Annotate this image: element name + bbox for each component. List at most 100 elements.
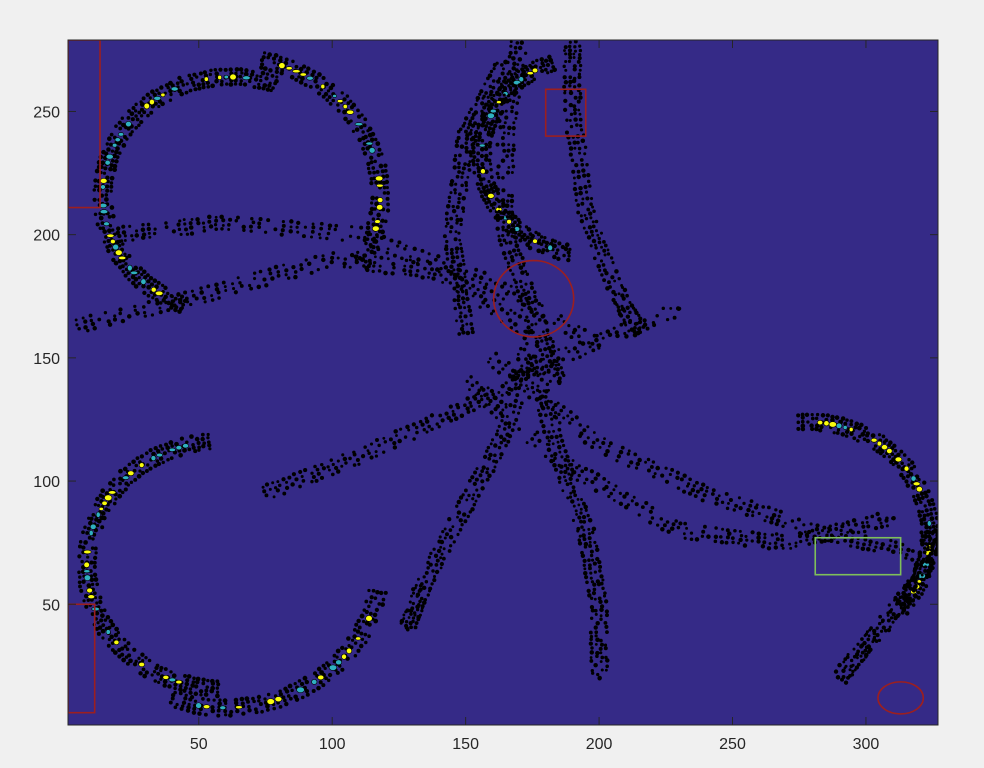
ring-dot bbox=[153, 445, 158, 451]
ring-highlight bbox=[487, 193, 495, 199]
ring-dot bbox=[118, 151, 122, 155]
streak-dot bbox=[231, 282, 235, 286]
streak-dot bbox=[781, 524, 785, 529]
ring-dot bbox=[92, 572, 98, 578]
streak-dot bbox=[887, 603, 891, 607]
streak-dot bbox=[501, 234, 505, 238]
streak-dot bbox=[414, 583, 418, 587]
streak-dot bbox=[637, 457, 642, 463]
streak-dot bbox=[624, 323, 628, 327]
streak-dot bbox=[500, 419, 504, 423]
ring-dot bbox=[922, 513, 927, 518]
streak-dot bbox=[599, 614, 603, 618]
ring-dot bbox=[198, 71, 203, 76]
ring-dot bbox=[86, 598, 91, 603]
streak-dot bbox=[386, 247, 390, 251]
streak-dot bbox=[461, 493, 465, 497]
streak-dot bbox=[426, 593, 430, 597]
streak-dot bbox=[141, 305, 146, 309]
streak-dot bbox=[464, 141, 468, 145]
streak-dot bbox=[340, 464, 344, 468]
ring-dot bbox=[865, 438, 871, 444]
streak-dot bbox=[506, 360, 511, 365]
ring-dot bbox=[369, 600, 373, 604]
streak-dot bbox=[542, 330, 545, 334]
streak-dot bbox=[557, 475, 562, 480]
streak-dot bbox=[482, 405, 486, 409]
streak-dot bbox=[177, 227, 182, 232]
ring-dot bbox=[367, 170, 372, 175]
streak-dot bbox=[329, 259, 334, 265]
streak-dot bbox=[262, 277, 267, 282]
ring-dot bbox=[133, 477, 138, 482]
ring-dot bbox=[832, 431, 836, 435]
streak-dot bbox=[403, 264, 407, 268]
streak-dot bbox=[422, 428, 426, 432]
ring-dot bbox=[304, 679, 310, 685]
streak-dot bbox=[578, 185, 583, 191]
streak-dot bbox=[810, 528, 815, 533]
ring-dot bbox=[142, 673, 147, 679]
streak-dot bbox=[509, 308, 513, 312]
streak-dot bbox=[455, 205, 460, 210]
streak-dot bbox=[572, 140, 577, 145]
ring-dot bbox=[502, 220, 506, 224]
ring-dot bbox=[81, 530, 85, 535]
ring-dot bbox=[157, 104, 161, 109]
streak-dot bbox=[529, 281, 534, 286]
ring-dot bbox=[106, 643, 111, 648]
streak-dot bbox=[597, 559, 602, 565]
streak-dot bbox=[489, 89, 494, 95]
streak-dot bbox=[567, 141, 572, 146]
ring-dot bbox=[288, 696, 293, 701]
streak-dot bbox=[258, 217, 263, 222]
ring-dot bbox=[208, 72, 213, 77]
ring-dot bbox=[281, 695, 286, 700]
streak-dot bbox=[717, 494, 721, 498]
streak-dot bbox=[336, 256, 340, 260]
x-tick-label: 100 bbox=[319, 736, 346, 753]
streak-dot bbox=[760, 544, 766, 549]
streak-dot bbox=[273, 227, 278, 232]
ring-dot bbox=[540, 69, 545, 74]
streak-dot bbox=[518, 265, 524, 270]
ring-dot bbox=[356, 108, 360, 113]
ring-dot bbox=[201, 85, 206, 90]
ring-dot bbox=[123, 487, 128, 492]
ring-dot bbox=[486, 131, 492, 137]
ring-dot bbox=[900, 461, 904, 466]
ring-dot bbox=[197, 711, 202, 716]
streak-dot bbox=[700, 482, 706, 487]
streak-dot bbox=[469, 313, 473, 317]
ring-dot bbox=[109, 189, 113, 193]
streak-dot bbox=[506, 199, 510, 203]
ring-dot bbox=[374, 607, 379, 612]
streak-dot bbox=[586, 179, 591, 184]
ring-dot bbox=[915, 493, 920, 498]
streak-dot bbox=[426, 560, 430, 565]
streak-dot bbox=[494, 432, 499, 437]
ring-dot bbox=[496, 191, 501, 196]
streak-dot bbox=[178, 219, 182, 223]
streak-dot bbox=[538, 348, 543, 352]
streak-dot bbox=[595, 547, 600, 553]
streak-dot bbox=[436, 548, 442, 554]
ring-dot bbox=[300, 76, 305, 81]
streak-dot bbox=[577, 515, 582, 520]
streak-dot bbox=[809, 522, 813, 526]
streak-dot bbox=[714, 496, 720, 501]
streak-dot bbox=[562, 373, 566, 378]
ring-dot bbox=[191, 445, 196, 450]
streak-dot bbox=[511, 374, 516, 379]
streak-dot bbox=[298, 469, 303, 474]
ring-dot bbox=[849, 431, 854, 436]
circle-bottom-right bbox=[877, 681, 925, 715]
streak-dot bbox=[414, 273, 419, 278]
streak-dot bbox=[562, 416, 566, 420]
streak-dot bbox=[604, 668, 608, 672]
streak-dot bbox=[83, 319, 88, 324]
ring-dot bbox=[192, 72, 197, 77]
ring-dot bbox=[123, 273, 128, 278]
ring-dot bbox=[916, 496, 922, 502]
streak-dot bbox=[454, 139, 460, 144]
